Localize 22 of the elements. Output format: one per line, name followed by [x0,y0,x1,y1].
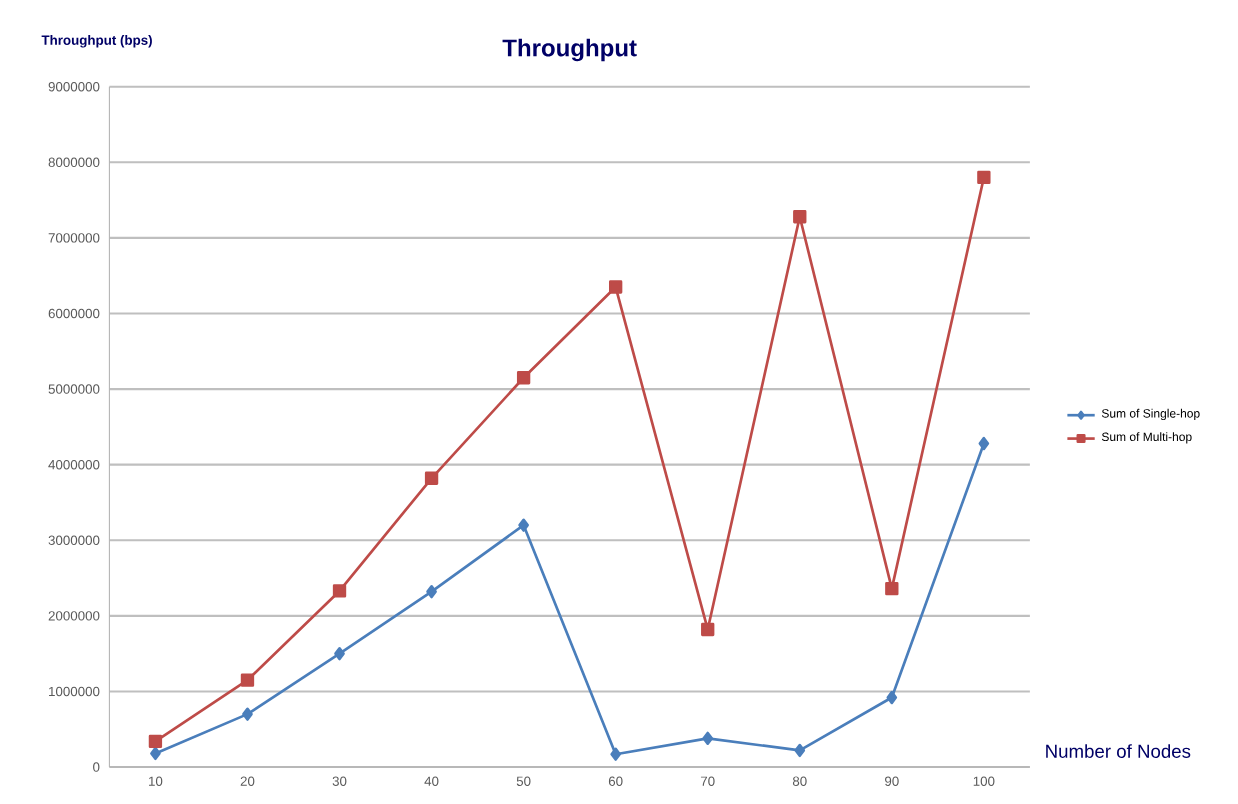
point [977,170,991,184]
point [978,436,990,450]
point [610,747,622,761]
point [885,581,899,596]
point [150,746,161,760]
point [794,743,806,757]
point [332,584,347,598]
point [334,646,345,661]
point [424,471,439,485]
point [886,690,898,704]
point [518,518,529,532]
point [793,209,807,224]
point [608,280,623,294]
point [148,734,163,748]
point [516,370,531,385]
point [426,584,437,599]
point [701,622,715,636]
x-axis-title: Number of Nodes [1046,744,1191,758]
point [240,673,255,687]
point [242,707,253,721]
point [702,731,714,745]
chart-title: Throughput [502,38,637,62]
